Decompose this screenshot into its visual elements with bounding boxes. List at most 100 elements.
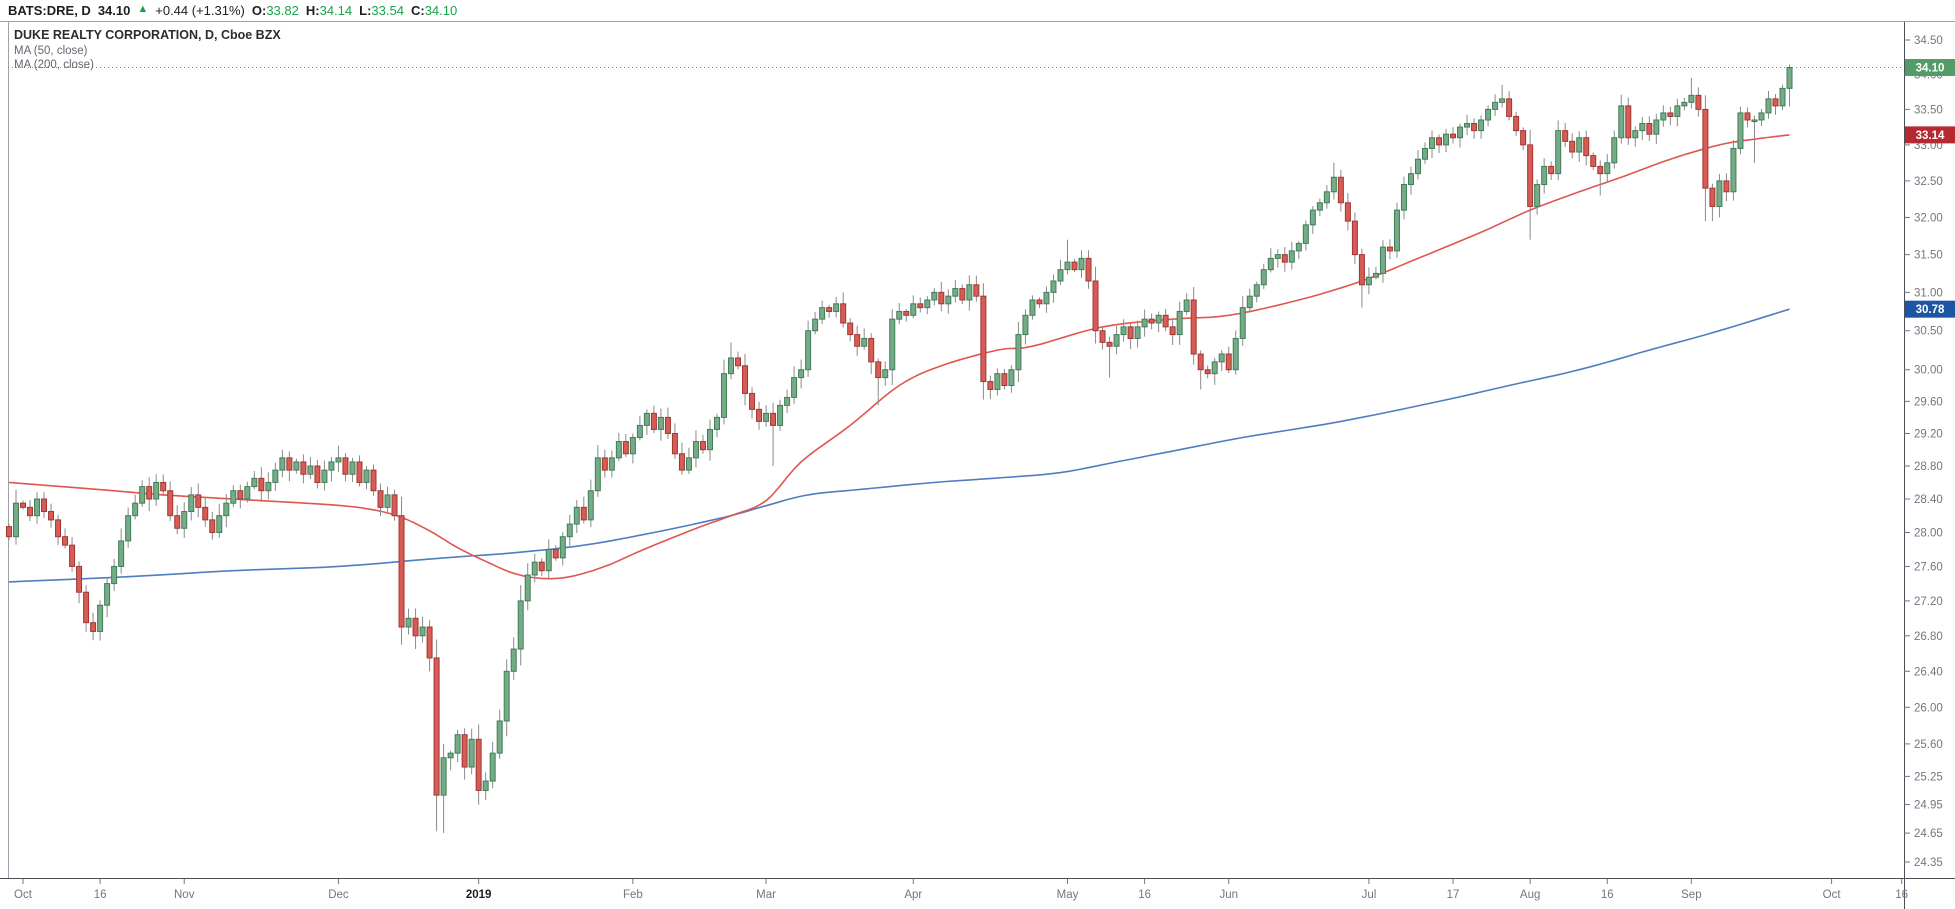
candle-up [1330, 162, 1337, 200]
candle-down [76, 561, 83, 604]
candle-body [657, 416, 664, 430]
candle-body [468, 738, 475, 768]
low-value: 33.54 [371, 3, 404, 18]
candle-up [510, 637, 517, 680]
candle-body [671, 432, 678, 455]
price-tick-label: 28.40 [1914, 494, 1943, 506]
candle-body [489, 752, 496, 782]
candle-body [1134, 326, 1141, 339]
candle-down [258, 467, 265, 503]
candle-down [1625, 97, 1632, 145]
candle-body [1302, 224, 1309, 244]
candle-body [146, 486, 153, 500]
candle-up [489, 741, 496, 789]
candle-body [1099, 330, 1106, 343]
candle-up [1534, 179, 1541, 215]
candle-up [139, 480, 146, 507]
candle-down [770, 402, 777, 467]
price-tick-label: 33.50 [1914, 104, 1943, 116]
candle-body [966, 284, 973, 301]
candle-down [938, 282, 945, 312]
time-axis[interactable]: Oct 16 Nov Dec 2019 Feb Mar Apr May 16 Jun Jul 17 Aug… [14, 879, 1908, 901]
candle-body [1716, 180, 1723, 207]
price-tick-label: 24.35 [1914, 857, 1943, 869]
candle-body [398, 515, 405, 628]
symbol-label[interactable]: BATS:DRE, D [8, 3, 91, 18]
ma50-price-badge: 33.14 [1905, 126, 1955, 144]
price-tick-label: 34.50 [1914, 35, 1943, 47]
candle-up [896, 302, 903, 325]
candle-up [265, 472, 272, 500]
candle-up [608, 450, 615, 478]
candle-up [1246, 288, 1253, 313]
candle-down [1190, 286, 1197, 365]
candle-body [1155, 314, 1162, 324]
candle-down [412, 608, 419, 649]
candle-body [209, 519, 216, 533]
candle-up [1267, 248, 1274, 273]
price-tick-label: 26.00 [1914, 702, 1943, 714]
candle-body [615, 441, 622, 459]
candle-up [125, 507, 132, 548]
candle-down [973, 275, 980, 302]
candle-down [1646, 116, 1653, 142]
candle-down [1667, 106, 1674, 126]
candle-up [1372, 266, 1379, 280]
candle-body [980, 295, 987, 383]
candle-body [321, 469, 328, 483]
candle-body [1008, 369, 1015, 387]
candle-body [1141, 318, 1148, 328]
candle-down [146, 477, 153, 512]
time-tick-label: Feb [623, 889, 643, 901]
candle-body [1316, 202, 1323, 211]
candle-up [713, 413, 720, 438]
candle-body [202, 506, 209, 521]
candle-body [692, 441, 699, 459]
candle-up [1253, 281, 1260, 303]
time-tick-label: Oct [1823, 889, 1842, 901]
candle-up [545, 539, 552, 580]
price-tick-label: 24.65 [1914, 828, 1943, 840]
candle-body [1562, 130, 1569, 142]
candle-up [910, 295, 917, 319]
candle-body [20, 502, 26, 508]
candle-body [868, 337, 875, 363]
candle-body [279, 457, 286, 471]
candle-body [1681, 101, 1688, 107]
candle-down [370, 464, 377, 496]
candle-up [496, 709, 503, 759]
candle-body [903, 310, 910, 316]
ohlc-toolbar: BATS:DRE, D 34.10 ▲ +0.44 (+1.31%) O:33.… [0, 0, 1955, 21]
candle-body [258, 477, 265, 492]
candle-body [847, 322, 854, 336]
candle-down [1450, 127, 1457, 144]
candle-body [1590, 155, 1597, 167]
candle-body [223, 502, 230, 517]
price-tick-label: 28.00 [1914, 527, 1943, 539]
price-axis[interactable]: 34.5034.0033.5033.0032.5032.0031.5031.00… [1904, 35, 1943, 869]
candle-body [342, 457, 349, 475]
candle-body [580, 506, 587, 521]
candle-down [1071, 259, 1078, 273]
candle-up [1064, 239, 1071, 275]
candle-body [1288, 250, 1295, 263]
candle-body [938, 291, 945, 305]
candle-body [1400, 184, 1407, 211]
candle-body [41, 498, 48, 513]
candle-body [952, 288, 959, 297]
candle-body [1436, 137, 1443, 146]
candle-body [1534, 184, 1541, 207]
svg-text:33.14: 33.14 [1916, 130, 1945, 142]
candle-up [1632, 126, 1639, 147]
candle-up [1295, 241, 1302, 259]
candle-down [1562, 122, 1569, 147]
candle-body [1709, 187, 1716, 207]
candle-up [1653, 114, 1660, 145]
candle-body [854, 334, 861, 347]
candle-up [524, 563, 531, 611]
candle-down [391, 489, 398, 521]
svg-text:34.10: 34.10 [1916, 63, 1945, 75]
candle-up [1022, 309, 1029, 345]
